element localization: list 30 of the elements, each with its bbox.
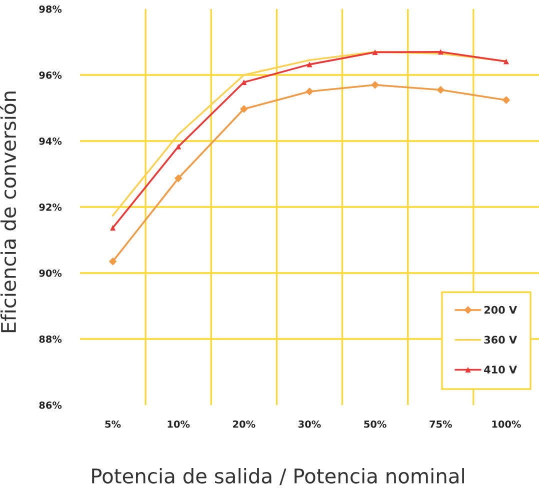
- point: [108, 258, 117, 266]
- point: [372, 49, 378, 56]
- legend-label: 200 V: [484, 306, 517, 314]
- point: [110, 225, 116, 231]
- point: [306, 88, 314, 96]
- x-tick-label: 75%: [430, 420, 452, 428]
- point: [371, 80, 379, 89]
- x-tick-label: 30%: [298, 420, 321, 428]
- legend-label: 410 V: [484, 366, 517, 374]
- y-tick-label: 90%: [39, 269, 62, 277]
- y-tick-label: 92%: [39, 203, 62, 211]
- point: [436, 86, 445, 94]
- y-tick-label: 98%: [39, 5, 62, 13]
- y-tick-label: 86%: [39, 401, 62, 409]
- x-tick-label: 100%: [492, 420, 521, 428]
- point: [176, 144, 182, 150]
- y-tick-label: 96%: [39, 71, 62, 79]
- x-tick-label: 5%: [105, 420, 121, 428]
- y-tick-label: 94%: [39, 137, 62, 145]
- point: [240, 105, 248, 113]
- point: [502, 96, 510, 104]
- x-tick-label: 10%: [168, 420, 190, 428]
- point: [306, 62, 312, 68]
- y-tick-label: 88%: [39, 335, 62, 343]
- x-tick-label: 20%: [233, 420, 256, 428]
- legend-label: 360 V: [484, 336, 517, 344]
- x-tick-label: 50%: [364, 420, 386, 428]
- point: [174, 174, 182, 182]
- x-axis-title: Potencia de salida / Potencia nominal: [92, 468, 464, 486]
- y-axis-title: Eficiencia de conversión: [0, 92, 16, 332]
